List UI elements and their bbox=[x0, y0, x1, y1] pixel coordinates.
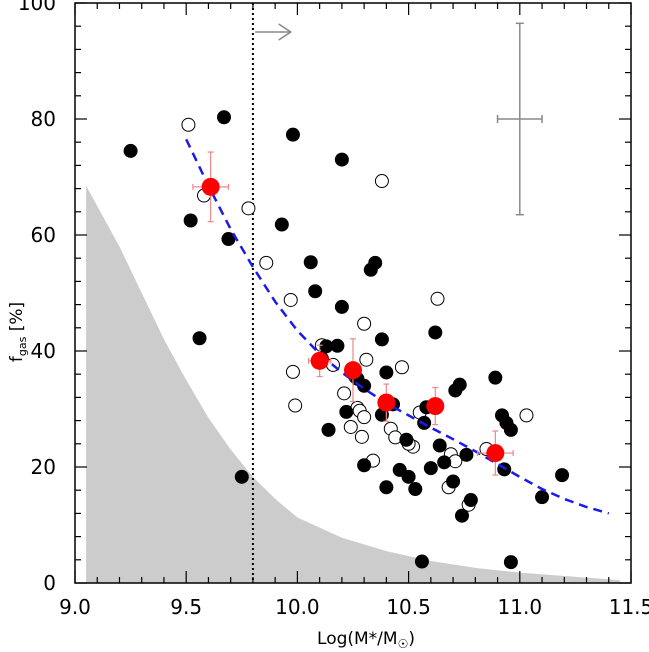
y-tick-label: 60 bbox=[31, 223, 56, 247]
filled-point bbox=[234, 469, 249, 484]
x-axis-title: Log(M*/M☉) bbox=[317, 629, 415, 651]
filled-point bbox=[428, 325, 443, 340]
binned-point bbox=[426, 397, 445, 416]
open-point bbox=[241, 201, 256, 216]
filled-point bbox=[437, 455, 452, 470]
y-axis-title: fgas [%] bbox=[7, 302, 29, 362]
filled-point bbox=[192, 331, 207, 346]
filled-point bbox=[321, 422, 336, 437]
x-tick-label: 9.0 bbox=[59, 595, 91, 619]
x-tick-label: 11.0 bbox=[498, 595, 543, 619]
x-tick-label: 10.0 bbox=[275, 595, 320, 619]
binned-points-layer bbox=[192, 151, 514, 476]
filled-point bbox=[334, 299, 349, 314]
open-point bbox=[259, 255, 274, 270]
y-tick-label: 20 bbox=[31, 455, 56, 479]
detection-limit-region bbox=[86, 185, 620, 583]
open-point bbox=[288, 398, 303, 413]
filled-point bbox=[319, 339, 334, 354]
open-point bbox=[357, 410, 372, 425]
open-points-layer bbox=[181, 117, 534, 512]
plot-frame-layer bbox=[74, 2, 632, 584]
open-point bbox=[283, 292, 298, 307]
filled-point bbox=[357, 458, 372, 473]
arrow-head bbox=[278, 23, 293, 41]
filled-point bbox=[274, 217, 289, 232]
open-point bbox=[357, 316, 372, 331]
filled-point bbox=[401, 469, 416, 484]
x-axis-title-end: ) bbox=[408, 629, 415, 649]
open-point bbox=[181, 117, 196, 132]
filled-point bbox=[452, 377, 467, 392]
filled-point bbox=[399, 432, 414, 447]
y-axis-title-sub: gas bbox=[16, 336, 29, 356]
open-point bbox=[519, 408, 534, 423]
filled-point bbox=[330, 338, 345, 353]
open-point bbox=[337, 386, 352, 401]
filled-point bbox=[368, 255, 383, 270]
filled-point bbox=[535, 490, 550, 505]
binned-point bbox=[310, 351, 329, 370]
filled-point bbox=[459, 447, 474, 462]
filled-points-layer bbox=[123, 110, 570, 570]
open-point bbox=[374, 174, 389, 189]
tick-labels-layer: 9.0 9.5 10.0 10.5 11.0 11.5 0 20 40 60 80 100 bbox=[18, 0, 649, 619]
filled-point bbox=[446, 474, 461, 489]
binned-point bbox=[201, 177, 220, 196]
filled-point bbox=[414, 554, 429, 569]
filled-point bbox=[217, 110, 232, 125]
open-point bbox=[394, 360, 409, 375]
filled-point bbox=[503, 422, 518, 437]
filled-point bbox=[503, 555, 518, 570]
filled-point bbox=[221, 232, 236, 247]
y-axis-title-main: f bbox=[7, 355, 27, 362]
filled-point bbox=[303, 255, 318, 270]
open-point bbox=[359, 352, 374, 367]
typical-error-layer bbox=[496, 22, 543, 216]
filled-point bbox=[334, 152, 349, 167]
fit-curve-layer bbox=[185, 138, 610, 515]
binned-point bbox=[344, 361, 362, 380]
open-point bbox=[430, 291, 445, 306]
x-tick-label: 9.5 bbox=[170, 595, 202, 619]
filled-point bbox=[308, 284, 323, 299]
arrow-layer bbox=[255, 23, 293, 41]
detection-limit-layer bbox=[86, 185, 620, 583]
x-tick-label: 10.5 bbox=[386, 595, 431, 619]
x-axis-title-sun-symbol: ☉ bbox=[398, 637, 409, 651]
y-tick-label: 0 bbox=[43, 571, 56, 595]
filled-point bbox=[555, 468, 570, 483]
y-tick-label: 100 bbox=[18, 0, 56, 15]
filled-point bbox=[285, 127, 300, 142]
filled-point bbox=[183, 213, 198, 228]
filled-point bbox=[379, 365, 394, 380]
x-axis-title-main: Log(M*/M bbox=[317, 629, 398, 649]
binned-point bbox=[377, 393, 396, 412]
filled-point bbox=[488, 370, 503, 385]
filled-point bbox=[454, 508, 469, 523]
open-point bbox=[343, 419, 358, 434]
plot-frame bbox=[74, 2, 632, 584]
filled-point bbox=[123, 143, 138, 158]
fit-curve bbox=[185, 138, 610, 515]
filled-point bbox=[463, 493, 478, 508]
filled-point bbox=[339, 404, 354, 419]
filled-point bbox=[357, 378, 372, 393]
open-point bbox=[285, 364, 300, 379]
filled-point bbox=[374, 332, 389, 347]
filled-point bbox=[379, 480, 394, 495]
y-tick-label: 40 bbox=[31, 339, 56, 363]
filled-point bbox=[423, 461, 438, 476]
y-axis-title-unit: [%] bbox=[7, 302, 27, 337]
binned-point bbox=[486, 444, 505, 463]
open-point bbox=[354, 429, 369, 444]
filled-point bbox=[408, 482, 423, 497]
filled-point bbox=[432, 438, 447, 453]
x-tick-label: 11.5 bbox=[609, 595, 649, 619]
y-tick-label: 80 bbox=[31, 107, 56, 131]
